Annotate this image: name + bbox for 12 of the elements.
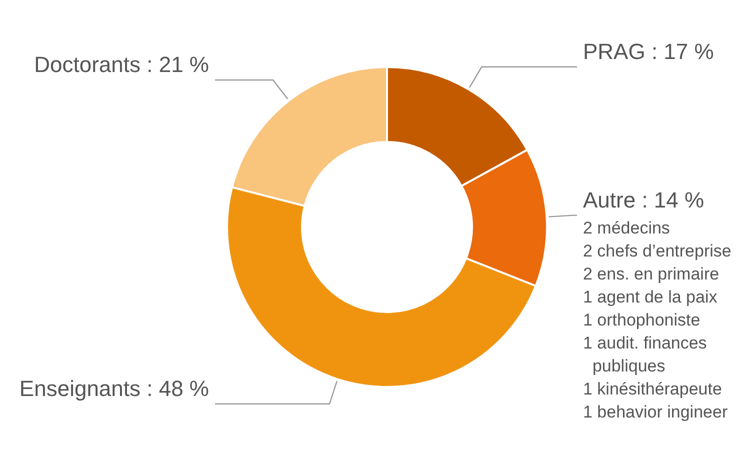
slice-label: Autre : 14 % (583, 187, 704, 212)
slice-label: PRAG : 17 % (583, 38, 714, 64)
text: 1 orthophoniste (583, 310, 700, 330)
text: 2 médecins (583, 218, 670, 238)
text: 1 kinésithérapeute (583, 379, 722, 398)
text: 1 agent de la paix (583, 287, 718, 306)
slice-label: Doctorants : 21 % (34, 52, 209, 78)
text: 2 ens. en primaire (583, 264, 720, 284)
slice-label: Enseignants : 48 % (19, 376, 209, 401)
text: 2 chefs d’entreprise (583, 241, 732, 260)
text: 1 behavior ingineer (583, 402, 728, 422)
text: 1 audit. finances publiques (583, 333, 707, 376)
